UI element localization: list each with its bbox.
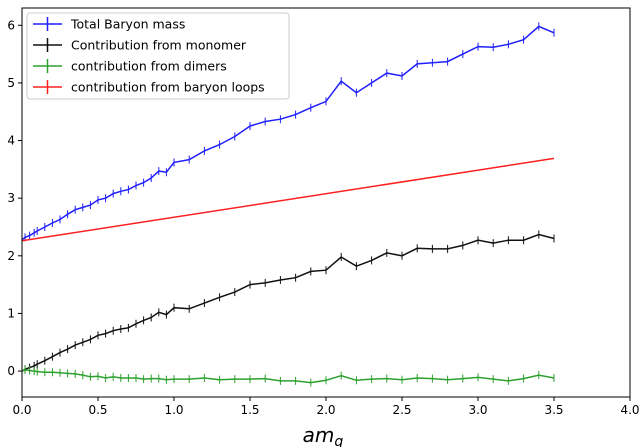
x-tick-label: 0.0 <box>12 403 31 417</box>
legend-label: Total Baryon mass <box>70 17 185 32</box>
x-axis-label: amq <box>303 423 344 447</box>
x-tick-label: 2.5 <box>392 403 411 417</box>
y-tick-label: 6 <box>7 18 15 32</box>
legend-box <box>26 12 290 100</box>
x-tick-label: 1.0 <box>164 403 183 417</box>
legend-label: contribution from baryon loops <box>71 80 265 95</box>
series-line-contribution-from-monomer <box>21 233 555 372</box>
y-tick-label: 5 <box>7 76 15 90</box>
series-line-contribution-from-baryon-loops <box>21 157 555 242</box>
x-tick-label: 4.0 <box>620 403 639 417</box>
series-line-total-baryon-mass <box>21 25 555 241</box>
y-axis: 0 1 2 3 4 5 6 <box>7 18 22 378</box>
series-total-baryon-mass <box>21 22 555 244</box>
x-axis-label-subscript: q <box>334 434 343 447</box>
y-tick-label: 2 <box>7 249 15 263</box>
legend-label: contribution from dimers <box>71 59 227 74</box>
legend: Total Baryon mass Contribution from monom… <box>26 12 290 100</box>
legend-label: Contribution from monomer <box>71 38 247 53</box>
legend-entry: contribution from baryon loops <box>33 80 265 95</box>
x-tick-label: 2.0 <box>316 403 335 417</box>
x-tick-label: 3.0 <box>468 403 487 417</box>
y-tick-label: 4 <box>7 134 15 148</box>
y-tick-label: 3 <box>7 191 15 205</box>
x-axis-label-main: am <box>303 423 335 447</box>
series-contribution-from-monomer <box>21 230 555 376</box>
series-contribution-from-dimers <box>21 365 555 387</box>
legend-entry: contribution from dimers <box>33 59 227 74</box>
series-layer <box>21 22 555 387</box>
series-contribution-from-baryon-loops <box>21 157 555 242</box>
legend-entry: Contribution from monomer <box>33 38 247 53</box>
y-tick-label: 1 <box>7 306 15 320</box>
x-axis: 0.0 0.5 1.0 1.5 2.0 2.5 3.0 3.5 4.0 <box>12 397 640 417</box>
series-line-contribution-from-dimers <box>21 369 555 384</box>
x-tick-label: 3.5 <box>544 403 563 417</box>
x-tick-label: 1.5 <box>240 403 259 417</box>
x-tick-label: 0.5 <box>88 403 107 417</box>
legend-entry: Total Baryon mass <box>33 17 185 32</box>
y-tick-label: 0 <box>7 364 15 378</box>
